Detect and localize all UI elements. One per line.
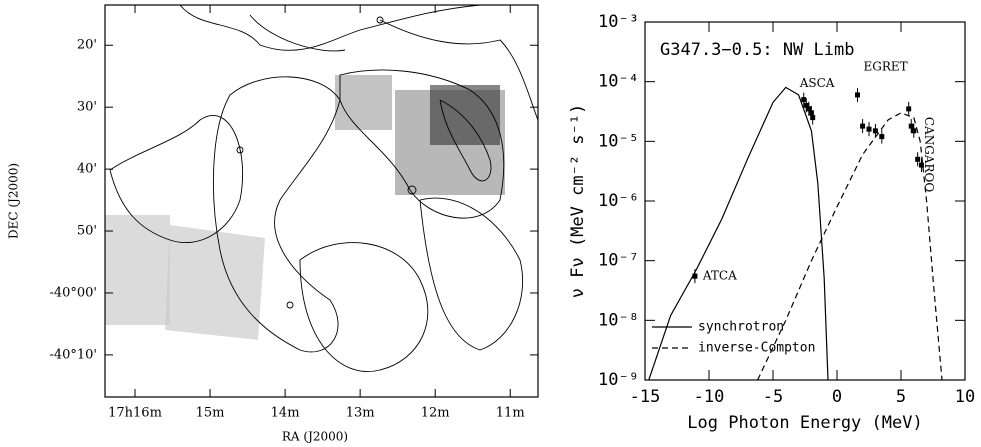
data-point (810, 115, 816, 121)
y-axis-label: ν Fν (MeV cm⁻² s⁻¹) (568, 104, 588, 298)
chart-title: G347.3−0.5: NW Limb (660, 40, 854, 60)
data-point (803, 102, 809, 108)
y-tick-label: 10⁻⁵ (598, 131, 639, 151)
x-tick-label: -10 (694, 387, 725, 407)
y-tick-label: 40' (77, 162, 97, 177)
data-point (860, 123, 866, 129)
data-point (906, 106, 912, 112)
series-label: ATCA (702, 269, 737, 283)
x-tick-label: 17h16m (108, 406, 162, 421)
data-point (806, 106, 812, 112)
data-point (866, 126, 872, 132)
data-point (801, 97, 807, 103)
data-point (872, 128, 878, 134)
y-tick-label: 50' (77, 224, 97, 239)
x-axis-label: RA (J2000) (282, 430, 348, 444)
x-tick-label: 10 (955, 387, 975, 407)
legend-label: synchrotron (698, 320, 784, 335)
x-tick-label: -15 (630, 387, 661, 407)
series-label: CANGAROO (922, 117, 936, 192)
y-tick-label: 30' (77, 100, 97, 115)
legend-label: inverse-Compton (698, 341, 815, 356)
y-tick-label: 10⁻⁶ (598, 191, 639, 211)
y-tick-label: 10⁻⁹ (598, 370, 639, 390)
x-tick-label: 0 (832, 387, 842, 407)
y-tick-label: 20' (77, 38, 97, 53)
x-axis-label: Log Photon Energy (MeV) (687, 413, 922, 433)
map-frame (104, 4, 539, 398)
curve (648, 86, 829, 380)
x-tick-label: 5 (896, 387, 906, 407)
series-label: EGRET (863, 59, 907, 73)
x-tick-label: 12m (421, 406, 450, 421)
x-tick-label: 15m (196, 406, 225, 421)
x-tick-label: 13m (346, 406, 375, 421)
data-point (692, 273, 698, 279)
data-point (808, 110, 814, 116)
data-point (915, 156, 921, 162)
y-tick-label: 10⁻³ (598, 12, 639, 32)
x-tick-label: 14m (271, 406, 300, 421)
data-point (911, 128, 917, 134)
y-tick-label: 10⁻⁷ (598, 251, 639, 271)
y-tick-label: -40°10' (49, 347, 97, 362)
y-tick-label: -40°00' (49, 285, 97, 300)
data-point (854, 92, 860, 98)
y-tick-label: 10⁻⁴ (598, 72, 639, 92)
x-tick-label: -5 (763, 387, 783, 407)
data-point (908, 123, 914, 129)
map-image (105, 5, 538, 372)
x-tick-label: 11m (496, 406, 525, 421)
data-point (918, 162, 924, 168)
y-axis-label: DEC (J2000) (7, 163, 21, 239)
series-label: ASCA (799, 76, 835, 90)
data-point (879, 134, 885, 140)
curve (757, 112, 943, 380)
y-tick-label: 10⁻⁸ (598, 310, 639, 330)
